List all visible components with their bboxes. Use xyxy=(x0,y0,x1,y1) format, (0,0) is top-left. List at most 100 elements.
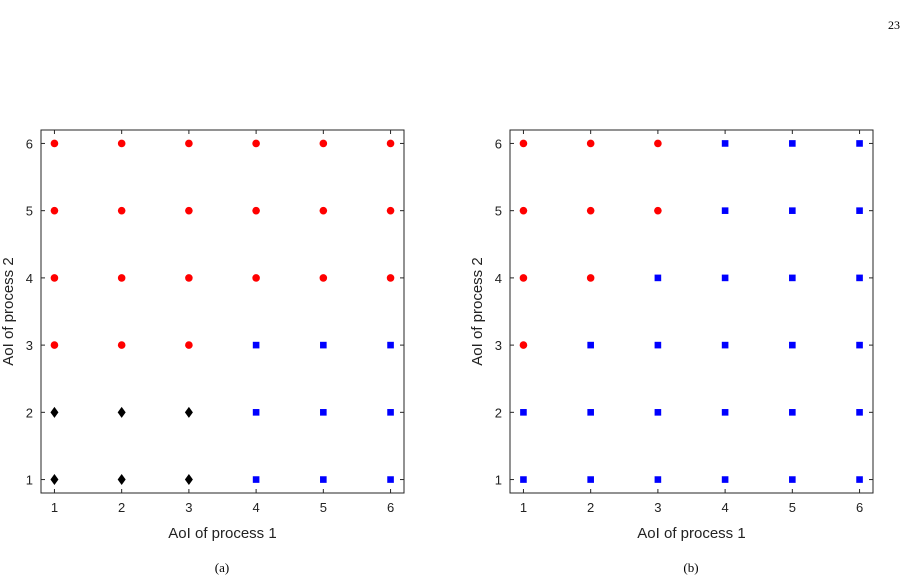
data-point-circle xyxy=(185,341,193,349)
data-point-square xyxy=(587,476,594,483)
data-point-circle xyxy=(117,206,126,215)
x-tick-label: 5 xyxy=(320,500,327,515)
data-point-circle xyxy=(50,139,59,148)
data-point-circle xyxy=(654,206,662,215)
y-tick-label: 2 xyxy=(495,405,502,420)
y-tick-label: 3 xyxy=(495,338,502,353)
y-tick-label: 4 xyxy=(495,271,502,286)
figure-caption: (b) xyxy=(683,560,698,575)
x-axis-title: AoI of process 1 xyxy=(637,525,745,542)
data-point-circle xyxy=(252,274,260,282)
y-tick-label: 1 xyxy=(495,473,502,488)
data-point-square xyxy=(654,409,662,416)
data-point-square xyxy=(252,476,260,483)
data-point-diamond xyxy=(184,406,193,418)
data-point-square xyxy=(252,341,260,349)
data-point-circle xyxy=(185,274,193,282)
x-tick-label: 5 xyxy=(789,500,796,515)
x-tick-label: 3 xyxy=(654,500,661,515)
x-tick-label: 4 xyxy=(252,500,259,515)
data-point-square xyxy=(856,207,863,214)
data-point-square xyxy=(721,207,729,214)
y-tick-label: 4 xyxy=(26,271,33,286)
data-point-circle xyxy=(319,139,328,148)
data-point-square xyxy=(587,409,594,416)
data-point-square xyxy=(721,409,729,416)
data-point-square xyxy=(387,341,394,349)
data-point-square xyxy=(721,140,729,147)
data-point-diamond xyxy=(117,406,126,418)
data-point-circle xyxy=(586,274,595,282)
x-tick-label: 6 xyxy=(856,500,863,515)
data-point-circle xyxy=(117,274,126,282)
data-point-square xyxy=(789,274,796,282)
data-point-square xyxy=(789,140,796,147)
data-point-square xyxy=(789,476,796,483)
data-point-square xyxy=(721,476,729,483)
data-point-circle xyxy=(586,206,595,215)
x-tick-label: 2 xyxy=(118,500,125,515)
data-point-square xyxy=(387,476,394,483)
data-point-square xyxy=(856,274,863,282)
data-point-circle xyxy=(252,206,260,215)
data-point-circle xyxy=(185,206,193,215)
figure-caption: (a) xyxy=(215,560,229,575)
data-point-circle xyxy=(319,274,328,282)
data-point-square xyxy=(789,207,796,214)
y-tick-label: 6 xyxy=(26,136,33,151)
data-point-square xyxy=(654,476,662,483)
data-point-circle xyxy=(185,139,193,148)
data-point-circle xyxy=(252,139,260,148)
data-point-circle xyxy=(386,274,395,282)
data-point-diamond xyxy=(50,406,59,418)
data-point-square xyxy=(320,476,327,483)
data-point-square xyxy=(654,341,662,349)
data-point-square xyxy=(856,341,863,349)
data-point-circle xyxy=(117,341,126,349)
data-point-square xyxy=(252,409,260,416)
data-point-square xyxy=(856,476,863,483)
x-axis-title: AoI of process 1 xyxy=(168,525,276,542)
data-point-circle xyxy=(50,206,59,215)
y-tick-label: 5 xyxy=(26,204,33,219)
y-axis-title: AoI of process 2 xyxy=(469,257,486,365)
data-point-circle xyxy=(519,274,528,282)
x-tick-label: 2 xyxy=(587,500,594,515)
y-tick-label: 1 xyxy=(26,473,33,488)
x-tick-label: 3 xyxy=(185,500,192,515)
plot-frame xyxy=(40,129,405,494)
data-point-circle xyxy=(519,341,528,349)
y-tick-label: 6 xyxy=(495,136,502,151)
data-point-circle xyxy=(519,206,528,215)
x-tick-label: 6 xyxy=(387,500,394,515)
x-tick-label: 1 xyxy=(51,500,58,515)
data-point-circle xyxy=(50,341,59,349)
data-point-circle xyxy=(117,139,126,148)
y-tick-label: 5 xyxy=(495,204,502,219)
data-point-square xyxy=(320,341,327,349)
x-tick-label: 4 xyxy=(721,500,728,515)
data-point-square xyxy=(721,341,729,349)
data-point-square xyxy=(789,409,796,416)
data-point-circle xyxy=(50,274,59,282)
plot-frame xyxy=(509,129,874,494)
page-number: 23 xyxy=(888,18,900,32)
data-point-circle xyxy=(319,206,328,215)
x-tick-label: 1 xyxy=(520,500,527,515)
data-point-square xyxy=(520,409,527,416)
data-point-circle xyxy=(386,206,395,215)
data-point-square xyxy=(520,476,527,483)
data-point-square xyxy=(789,341,796,349)
data-point-circle xyxy=(654,139,662,148)
data-point-square xyxy=(654,274,662,282)
y-tick-label: 3 xyxy=(26,338,33,353)
scatter-chart-b: 1 2 3 4 5 6 1 2 3 4 5 6 AoI of process 1 AoI of proce… xyxy=(469,129,874,575)
data-point-square xyxy=(856,140,863,147)
data-point-circle xyxy=(586,139,595,148)
y-tick-label: 2 xyxy=(26,405,33,420)
y-axis-title: AoI of process 2 xyxy=(0,257,17,365)
data-point-square xyxy=(587,341,594,349)
data-point-square xyxy=(320,409,327,416)
data-point-square xyxy=(856,409,863,416)
